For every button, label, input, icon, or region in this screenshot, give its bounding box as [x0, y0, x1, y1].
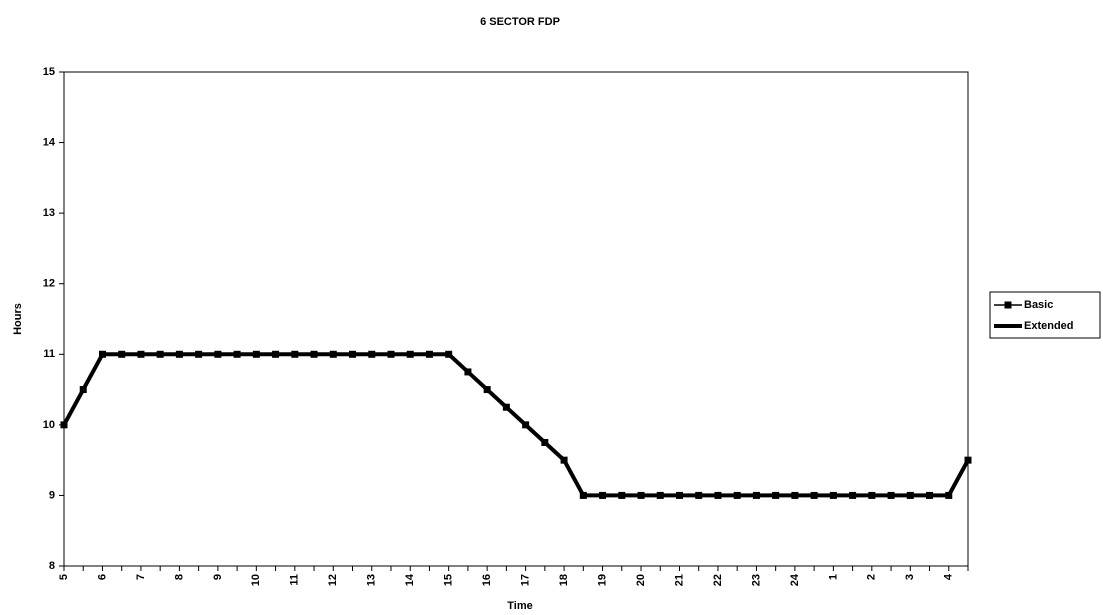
- marker: [368, 350, 376, 358]
- x-tick-label: 19: [596, 574, 608, 586]
- marker: [868, 491, 876, 499]
- marker: [272, 350, 280, 358]
- marker: [387, 350, 395, 358]
- x-tick-label: 12: [327, 574, 339, 586]
- x-tick-label: 13: [366, 574, 378, 586]
- y-tick-label: 11: [43, 348, 55, 360]
- x-tick-label: 4: [943, 573, 955, 580]
- marker: [60, 421, 68, 429]
- y-tick-label: 9: [49, 489, 55, 501]
- legend-marker: [1004, 301, 1012, 309]
- x-tick-label: 1: [827, 574, 839, 580]
- marker: [695, 491, 703, 499]
- series-line: [62, 352, 970, 498]
- series-line: [63, 353, 969, 497]
- y-tick-label: 13: [43, 207, 55, 219]
- x-tick-label: 22: [712, 574, 724, 586]
- marker: [772, 491, 780, 499]
- marker: [502, 403, 510, 411]
- marker: [233, 350, 241, 358]
- x-tick-label: 15: [443, 574, 455, 586]
- marker: [541, 439, 549, 446]
- marker: [829, 491, 837, 499]
- x-tick-label: 18: [558, 574, 570, 586]
- x-tick-label: 7: [135, 574, 147, 580]
- y-tick-label: 8: [49, 560, 55, 572]
- y-tick-label: 15: [43, 66, 55, 78]
- marker: [252, 350, 260, 358]
- marker: [849, 491, 857, 499]
- x-tick-label: 20: [635, 574, 647, 586]
- marker: [483, 386, 491, 394]
- marker: [175, 350, 183, 358]
- marker: [675, 491, 683, 499]
- marker: [887, 491, 895, 499]
- marker: [791, 491, 799, 499]
- marker: [906, 491, 914, 499]
- x-tick-label: 6: [96, 574, 108, 580]
- marker: [291, 350, 299, 358]
- marker: [195, 350, 203, 358]
- marker: [579, 491, 587, 499]
- marker: [599, 491, 607, 499]
- x-tick-label: 3: [904, 574, 916, 580]
- marker: [522, 421, 530, 429]
- marker: [98, 350, 106, 358]
- legend-label: Extended: [1024, 320, 1074, 332]
- x-tick-label: 21: [673, 574, 685, 586]
- marker: [137, 350, 145, 358]
- legend-box: [989, 291, 1101, 339]
- y-tick-label: 14: [43, 136, 56, 148]
- marker: [926, 491, 934, 499]
- marker: [214, 350, 222, 358]
- y-tick-label: 10: [43, 419, 55, 431]
- x-tick-label: 5: [58, 574, 70, 580]
- marker: [156, 350, 164, 358]
- marker: [618, 491, 626, 499]
- marker: [118, 350, 126, 358]
- x-axis-label: Time: [507, 600, 532, 612]
- marker: [79, 386, 87, 394]
- x-tick-label: 9: [212, 574, 224, 580]
- marker: [445, 350, 453, 358]
- marker: [349, 350, 357, 358]
- x-tick-label: 11: [289, 574, 301, 586]
- marker: [733, 491, 741, 499]
- x-tick-label: 16: [481, 574, 493, 586]
- marker: [945, 491, 953, 499]
- marker: [464, 368, 472, 376]
- marker: [329, 350, 337, 358]
- marker: [810, 491, 818, 499]
- marker: [656, 491, 664, 499]
- marker: [310, 350, 318, 358]
- plot-area: [63, 71, 969, 567]
- marker: [752, 491, 760, 499]
- x-tick-label: 23: [750, 574, 762, 586]
- chart-title: 6 SECTOR FDP: [480, 16, 560, 28]
- x-tick-label: 2: [866, 574, 878, 580]
- x-tick-label: 17: [520, 574, 532, 586]
- marker: [560, 456, 568, 464]
- marker: [637, 491, 645, 499]
- x-tick-label: 24: [789, 573, 801, 586]
- x-tick-label: 14: [404, 573, 416, 586]
- y-axis-label: Hours: [12, 303, 24, 335]
- x-tick-label: 10: [250, 574, 262, 586]
- marker: [714, 491, 722, 499]
- y-tick-label: 12: [43, 278, 55, 290]
- marker: [964, 456, 972, 464]
- marker: [425, 350, 433, 358]
- marker: [406, 350, 414, 358]
- legend-label: Basic: [1024, 299, 1053, 311]
- x-tick-label: 8: [173, 574, 185, 580]
